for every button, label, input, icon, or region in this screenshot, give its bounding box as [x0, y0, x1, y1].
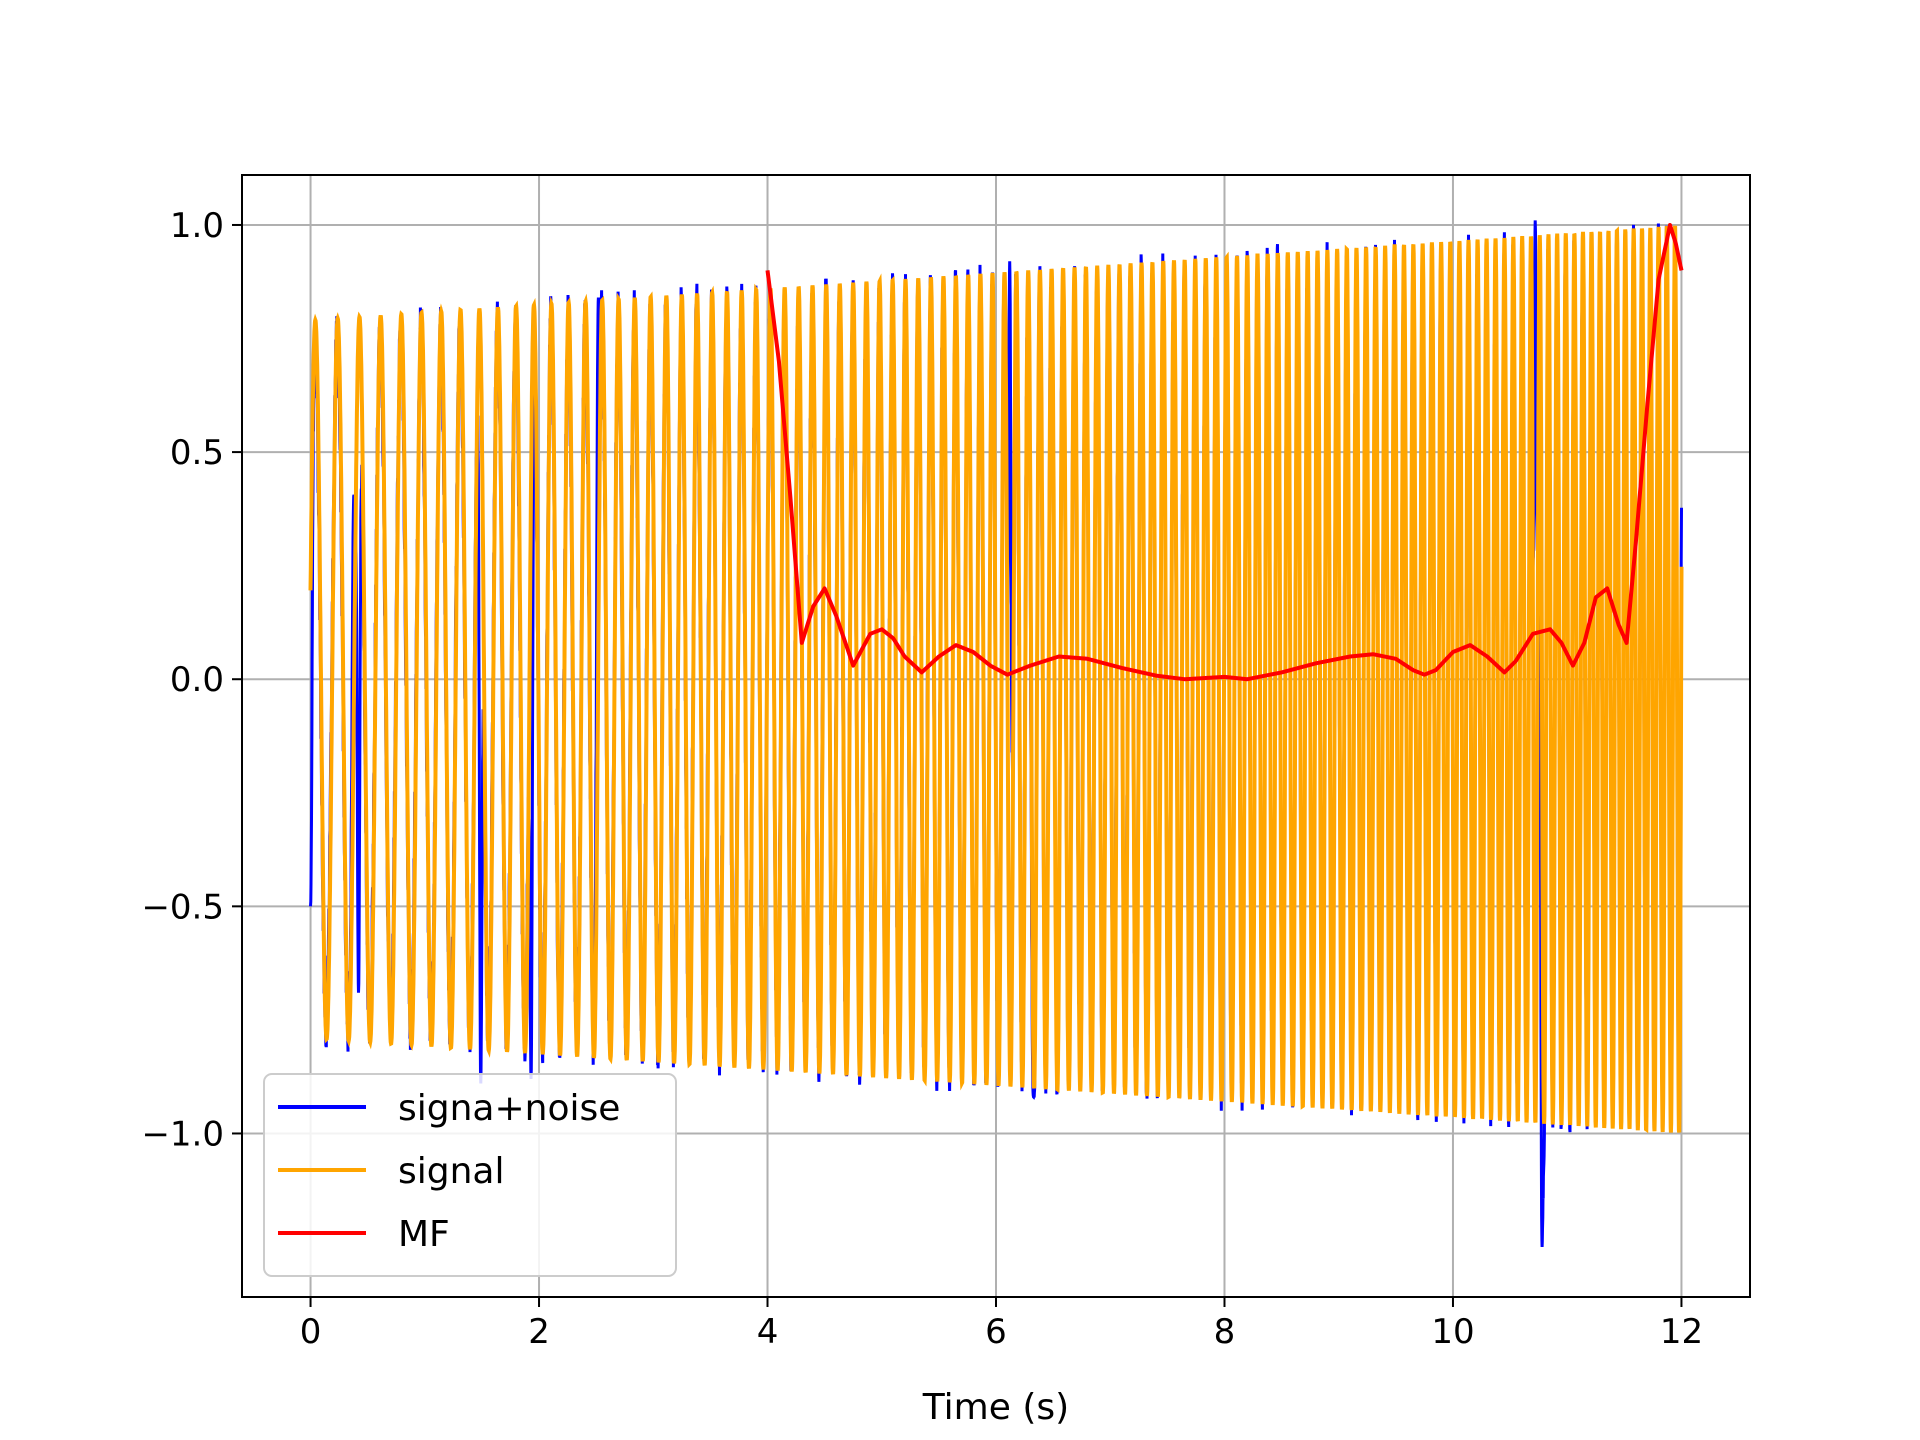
y-tick-label: 0.0: [170, 660, 224, 700]
legend-box: [263, 1073, 677, 1277]
legend-label-signal-noise: signa+noise: [398, 1088, 620, 1129]
y-tick-label: 0.5: [170, 433, 224, 473]
x-axis-label: Time (s): [922, 1387, 1069, 1428]
y-tick-label: 1.0: [170, 206, 224, 246]
series-line-mf: [765, 223, 1684, 682]
x-tick-label: 0: [300, 1312, 322, 1352]
y-tick-label: −0.5: [141, 887, 224, 927]
x-tick-label: 4: [757, 1312, 779, 1352]
ticks: 0 2 4 6 8 10 12 1.0 0.5 0.0 −0.5 −1.0: [141, 206, 1703, 1352]
series-line-signal: [308, 225, 1684, 1134]
legend-label-signal: signal: [398, 1151, 505, 1192]
x-tick-label: 6: [985, 1312, 1007, 1352]
y-tick-label: −1.0: [141, 1114, 224, 1154]
x-tick-label: 10: [1431, 1312, 1474, 1352]
x-tick-label: 8: [1214, 1312, 1236, 1352]
x-tick-label: 12: [1660, 1312, 1703, 1352]
legend-label-mf: MF: [398, 1214, 450, 1255]
x-tick-label: 2: [528, 1312, 550, 1352]
legend: signa+noise signal MF: [263, 1073, 677, 1277]
series-layer: [308, 220, 1684, 1248]
